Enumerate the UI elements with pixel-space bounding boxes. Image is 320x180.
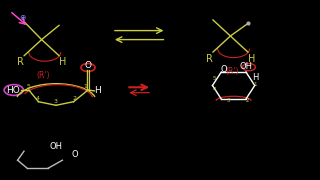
- Text: ⊕: ⊕: [19, 13, 26, 22]
- Text: O: O: [72, 150, 78, 159]
- Text: 3: 3: [54, 99, 58, 104]
- Text: 5: 5: [212, 76, 216, 81]
- Text: (R'): (R'): [36, 71, 50, 80]
- Text: 5: 5: [26, 84, 30, 89]
- Text: H: H: [252, 73, 259, 82]
- Text: R: R: [206, 53, 213, 64]
- Text: O: O: [221, 65, 227, 74]
- Text: OH: OH: [50, 142, 62, 151]
- Text: H: H: [94, 86, 101, 95]
- Text: 1: 1: [84, 84, 88, 89]
- Text: 2: 2: [72, 96, 76, 101]
- Text: OH: OH: [239, 62, 252, 71]
- Text: O: O: [84, 61, 92, 70]
- Text: 4: 4: [36, 96, 40, 101]
- Text: HO: HO: [6, 86, 20, 94]
- Text: 4: 4: [212, 87, 216, 92]
- Text: H: H: [247, 53, 255, 64]
- Text: 1: 1: [253, 82, 256, 87]
- Text: R: R: [17, 57, 24, 67]
- Text: 3: 3: [227, 98, 230, 103]
- Text: (R'): (R'): [225, 67, 239, 76]
- Text: H: H: [59, 57, 66, 67]
- Text: 2: 2: [246, 98, 249, 103]
